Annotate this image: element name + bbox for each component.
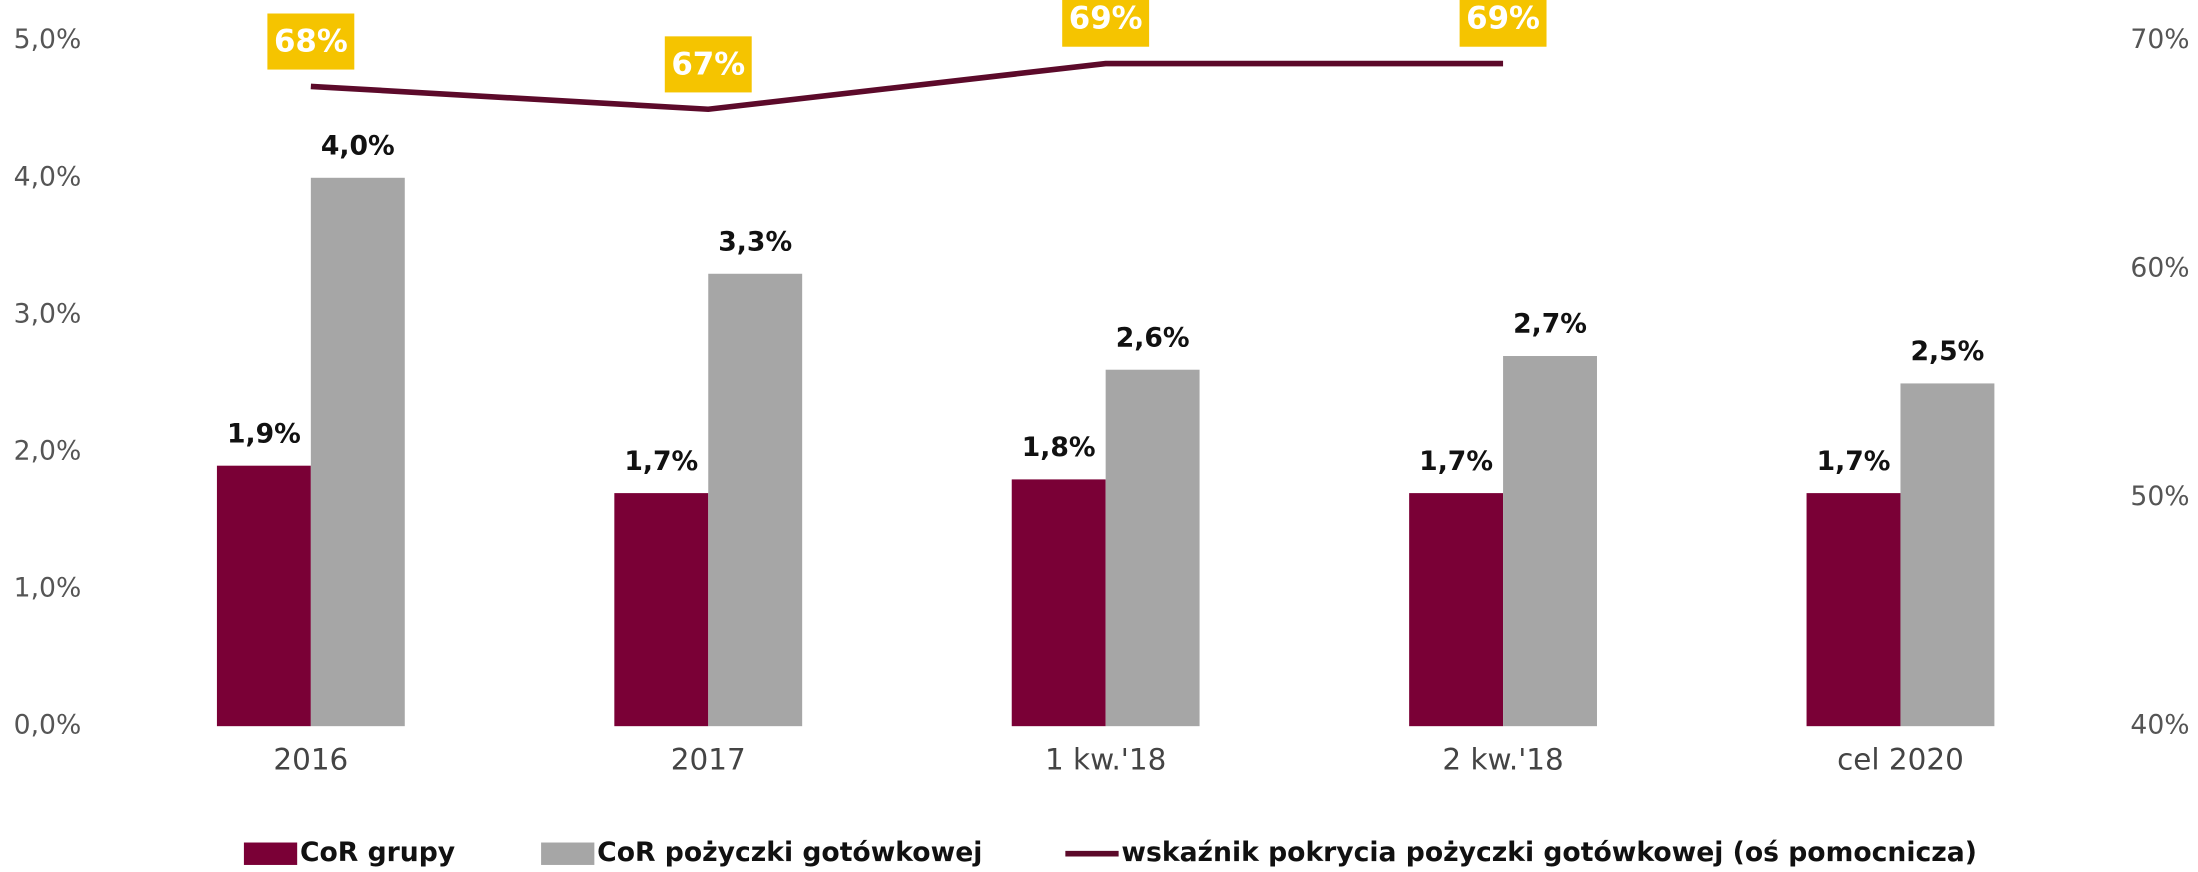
value-label: 2,7% bbox=[1513, 309, 1587, 340]
legend-label: CoR grupy bbox=[300, 837, 455, 868]
line-label-box bbox=[664, 36, 752, 93]
value-label: 1,8% bbox=[1022, 432, 1096, 463]
y-tick-label: 2,0% bbox=[14, 435, 82, 466]
y2-tick-label: 40% bbox=[2130, 710, 2189, 741]
value-label: 3,3% bbox=[718, 226, 792, 257]
y2-tick-label: 60% bbox=[2130, 253, 2189, 284]
y2-tick-label: 50% bbox=[2130, 481, 2189, 512]
line-label-box bbox=[1459, 0, 1547, 47]
bar bbox=[614, 493, 709, 727]
y-tick-label: 4,0% bbox=[14, 161, 82, 192]
line-label-box bbox=[267, 13, 355, 70]
bar bbox=[1011, 479, 1106, 727]
bar bbox=[1105, 369, 1200, 727]
bar bbox=[1409, 493, 1504, 727]
y-tick-label: 3,0% bbox=[14, 298, 82, 329]
x-tick-label: 2017 bbox=[671, 743, 746, 777]
bar bbox=[1900, 383, 1995, 727]
line-label: 69% bbox=[1466, 1, 1540, 37]
legend-swatch bbox=[541, 842, 595, 865]
y-tick-label: 1,0% bbox=[14, 573, 82, 604]
value-label: 1,9% bbox=[227, 418, 301, 449]
line-label: 67% bbox=[671, 46, 745, 82]
y2-tick-label: 70% bbox=[2130, 24, 2189, 55]
y-tick-label: 5,0% bbox=[14, 24, 82, 55]
bar bbox=[1503, 356, 1597, 727]
y-tick-label: 0,0% bbox=[14, 710, 82, 741]
value-label: 1,7% bbox=[1419, 446, 1493, 477]
x-tick-label: 1 kw.'18 bbox=[1045, 743, 1166, 777]
legend-label: CoR pożyczki gotówkowej bbox=[597, 837, 982, 868]
value-label: 1,7% bbox=[624, 446, 698, 477]
x-tick-label: cel 2020 bbox=[1837, 743, 1964, 777]
bar bbox=[708, 273, 803, 727]
value-label: 4,0% bbox=[321, 130, 395, 161]
x-tick-label: 2016 bbox=[273, 743, 348, 777]
line bbox=[310, 60, 1504, 113]
value-label: 2,6% bbox=[1116, 322, 1190, 353]
line-label: 68% bbox=[274, 23, 348, 59]
x-tick-label: 2 kw.'18 bbox=[1442, 743, 1563, 777]
bar bbox=[216, 465, 311, 727]
value-label: 2,5% bbox=[1911, 336, 1985, 367]
value-label: 1,7% bbox=[1817, 446, 1891, 477]
line-label: 69% bbox=[1069, 1, 1143, 37]
bar bbox=[310, 177, 405, 727]
legend-swatch bbox=[243, 842, 298, 865]
bar bbox=[1806, 493, 1901, 727]
legend-label: wskaźnik pokrycia pożyczki gotówkowej (o… bbox=[1121, 837, 1976, 868]
line-label-box bbox=[1062, 0, 1150, 47]
